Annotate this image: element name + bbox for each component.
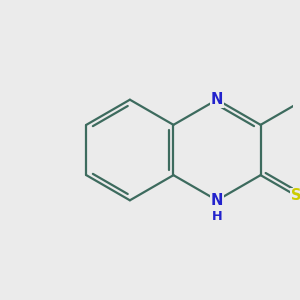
Text: N: N [211,193,223,208]
Text: H: H [212,210,222,223]
Text: N: N [211,92,223,107]
Text: S: S [291,188,300,203]
